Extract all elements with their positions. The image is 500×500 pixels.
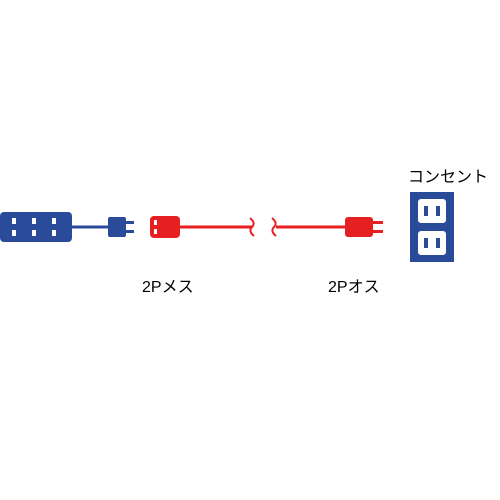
power-strip: [0, 212, 72, 242]
diagram-canvas: [0, 0, 500, 500]
blue-plug: [108, 217, 134, 237]
male-label: 2Pオス: [328, 273, 380, 297]
red-cord: [180, 218, 345, 236]
outlet-label: コンセント: [408, 163, 488, 187]
female-label: 2Pメス: [142, 273, 194, 297]
red-female-connector: [150, 216, 180, 238]
red-male-plug: [345, 217, 383, 237]
wall-outlet: [410, 192, 454, 262]
